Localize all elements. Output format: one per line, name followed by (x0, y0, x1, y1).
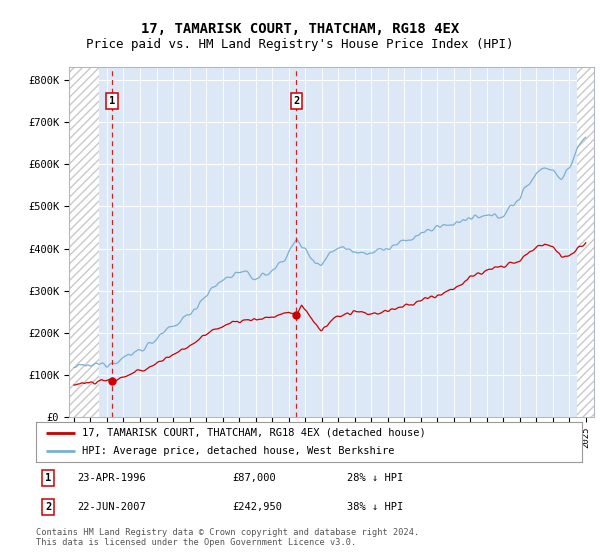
Text: 2: 2 (45, 502, 51, 512)
Text: £242,950: £242,950 (233, 502, 283, 512)
Text: 17, TAMARISK COURT, THATCHAM, RG18 4EX (detached house): 17, TAMARISK COURT, THATCHAM, RG18 4EX (… (82, 428, 426, 437)
Text: Contains HM Land Registry data © Crown copyright and database right 2024.
This d: Contains HM Land Registry data © Crown c… (36, 528, 419, 547)
Text: 22-JUN-2007: 22-JUN-2007 (77, 502, 146, 512)
Text: 17, TAMARISK COURT, THATCHAM, RG18 4EX: 17, TAMARISK COURT, THATCHAM, RG18 4EX (141, 22, 459, 36)
Text: 38% ↓ HPI: 38% ↓ HPI (347, 502, 403, 512)
Text: HPI: Average price, detached house, West Berkshire: HPI: Average price, detached house, West… (82, 446, 395, 456)
Text: £87,000: £87,000 (233, 473, 277, 483)
Bar (69, 67, 99, 417)
Text: 28% ↓ HPI: 28% ↓ HPI (347, 473, 403, 483)
Bar (577, 67, 594, 417)
Text: 2: 2 (293, 96, 299, 106)
Text: 1: 1 (109, 96, 115, 106)
Text: Price paid vs. HM Land Registry's House Price Index (HPI): Price paid vs. HM Land Registry's House … (86, 38, 514, 51)
Text: 1: 1 (45, 473, 51, 483)
Text: 23-APR-1996: 23-APR-1996 (77, 473, 146, 483)
